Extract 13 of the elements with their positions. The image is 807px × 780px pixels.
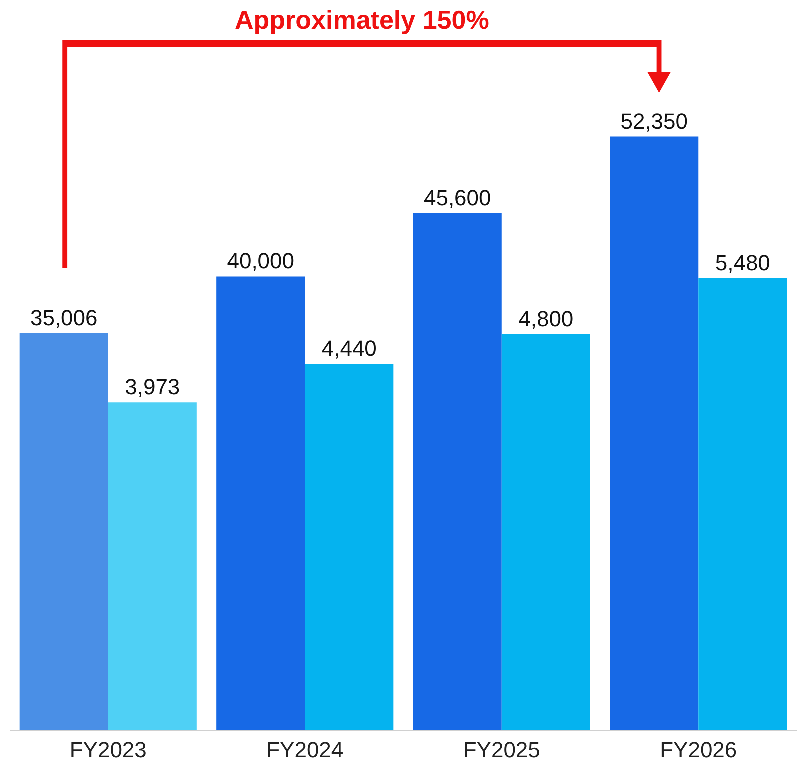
data-label: 5,480 [715,250,770,276]
x-tick-label: FY2025 [463,737,540,762]
data-label: 45,600 [424,185,492,210]
data-label: 40,000 [227,248,295,274]
x-tick-label: FY2023 [70,737,147,762]
data-label: 52,350 [620,108,688,134]
x-tick-label: FY2026 [660,737,738,762]
x-tick-label: FY2024 [266,737,344,762]
data-label: 4,440 [322,336,377,362]
data-label: 3,973 [125,374,180,400]
data-label: 35,006 [30,305,98,330]
data-label: 4,800 [518,306,574,332]
text: Approximately 150% [235,5,490,35]
